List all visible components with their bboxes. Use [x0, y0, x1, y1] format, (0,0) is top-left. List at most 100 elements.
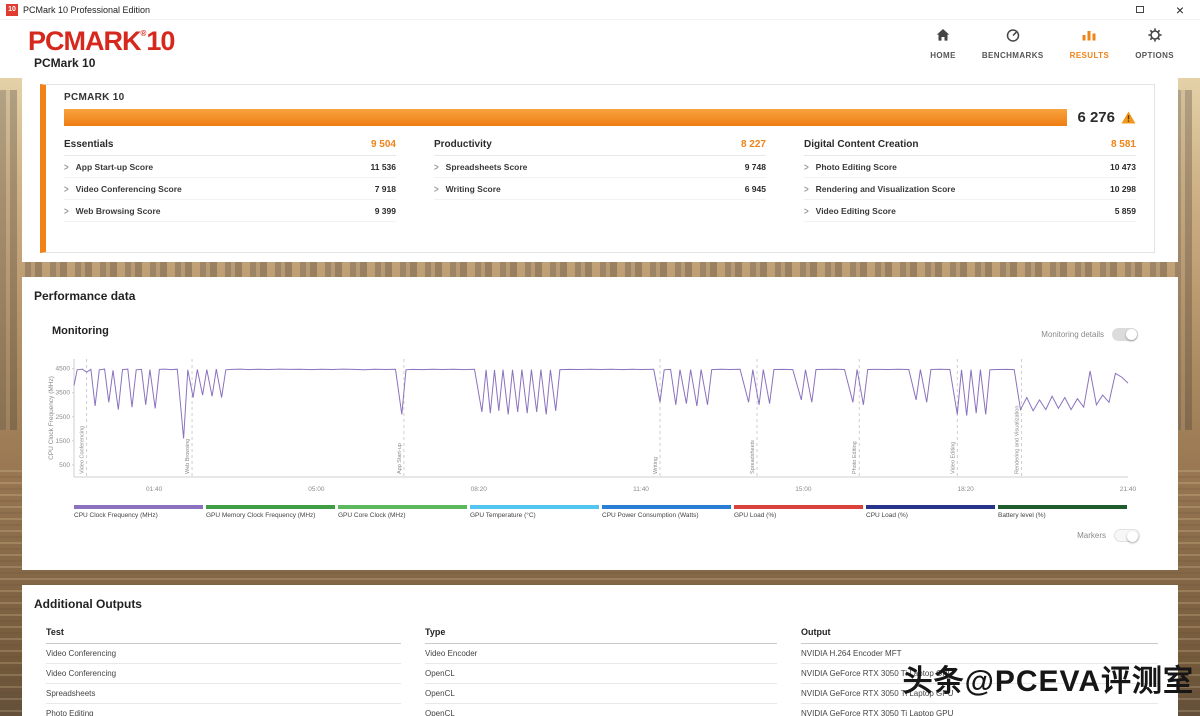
monitoring-title: Monitoring [52, 325, 109, 337]
nav-benchmarks[interactable]: BENCHMARKS [982, 22, 1044, 60]
legend-item-cpu-power-consumption-watts: CPU Power Consumption (Watts) [602, 505, 731, 519]
score-row-spreadsheets-score[interactable]: > Spreadsheets Score 9 748 [434, 156, 766, 178]
legend-label: GPU Temperature (°C) [470, 512, 536, 519]
group-name: Digital Content Creation [804, 139, 919, 150]
chart-legend: CPU Clock Frequency (MHz) GPU Memory Cloc… [74, 505, 1130, 519]
chevron-right-icon: > [804, 183, 809, 195]
column-header-output: Output [801, 621, 1158, 644]
section-label: App Start-up [397, 443, 403, 474]
score-group-essentials: Essentials 9 504 > App Start-up Score 11 536… [64, 139, 396, 222]
score-row-label: Spreadsheets Score [445, 162, 528, 172]
legend-label: CPU Clock Frequency (MHz) [74, 512, 158, 519]
y-tick-label: 3500 [56, 390, 71, 397]
y-tick-label: 2500 [56, 414, 71, 421]
legend-item-gpu-core-clock-mhz: GPU Core Clock (MHz) [338, 505, 467, 519]
markers-toggle[interactable] [1114, 529, 1140, 542]
legend-item-gpu-load: GPU Load (%) [734, 505, 863, 519]
legend-item-gpu-memory-clock-frequency-mhz: GPU Memory Clock Frequency (MHz) [206, 505, 335, 519]
table-cell: Spreadsheets [46, 684, 401, 704]
table-cell: OpenCL [425, 704, 777, 716]
legend-label: GPU Load (%) [734, 512, 777, 519]
column-header-test: Test [46, 621, 401, 644]
x-tick-label: 01:40 [146, 486, 163, 493]
table-cell: Video Conferencing [46, 664, 401, 684]
gauge-icon [1005, 27, 1021, 48]
score-row-app-start-up-score[interactable]: > App Start-up Score 11 536 [64, 156, 396, 178]
nav-options[interactable]: OPTIONS [1135, 22, 1174, 60]
score-bar [64, 109, 1068, 126]
legend-color-bar [998, 505, 1127, 509]
legend-item-cpu-load: CPU Load (%) [866, 505, 995, 519]
nav-results[interactable]: RESULTS [1070, 22, 1110, 60]
group-name: Essentials [64, 139, 114, 150]
section-label: Video Conferencing [80, 426, 86, 474]
logo-text: PCMARK [28, 26, 141, 56]
group-name: Productivity [434, 139, 492, 150]
table-cell: NVIDIA GeForce RTX 3050 Ti Laptop GPU [801, 684, 1158, 704]
close-icon: × [1175, 1, 1184, 18]
legend-label: CPU Load (%) [866, 512, 908, 519]
monitoring-details-label: Monitoring details [1041, 330, 1104, 339]
score-row-writing-score[interactable]: > Writing Score 6 945 [434, 178, 766, 200]
chevron-right-icon: > [64, 205, 69, 217]
x-tick-label: 11:40 [633, 486, 649, 493]
score-row-photo-editing-score[interactable]: > Photo Editing Score 10 473 [804, 156, 1136, 178]
score-row-label: Video Editing Score [815, 206, 896, 216]
score-groups: Essentials 9 504 > App Start-up Score 11 536… [64, 139, 1136, 222]
watermark: 头条@PCEVA评测室 [902, 665, 1194, 698]
group-header: Productivity 8 227 [434, 139, 766, 156]
y-tick-label: 4500 [56, 366, 71, 373]
x-tick-label: 08:20 [471, 486, 488, 493]
nav-home-label: HOME [930, 51, 956, 60]
score-box: PCMARK 10 6 276 Essentials 9 504 > App Star… [40, 84, 1155, 253]
home-icon [935, 27, 951, 48]
markers-label: Markers [1077, 531, 1106, 540]
x-tick-label: 21:40 [1120, 486, 1137, 493]
group-score: 9 504 [370, 139, 396, 150]
restore-icon [1135, 6, 1144, 13]
group-score: 8 227 [740, 139, 766, 150]
score-row-label: Video Conferencing Score [75, 184, 182, 194]
legend-item-battery-level: Battery level (%) [998, 505, 1127, 519]
gear-icon [1147, 27, 1163, 48]
column-header-type: Type [425, 621, 777, 644]
chevron-right-icon: > [434, 161, 439, 173]
legend-color-bar [338, 505, 467, 509]
legend-item-cpu-clock-frequency-mhz: CPU Clock Frequency (MHz) [74, 505, 203, 519]
restore-window-button[interactable] [1135, 6, 1144, 13]
score-row-label: Writing Score [445, 184, 501, 194]
additional-outputs-card: Additional Outputs Test Type Output Video C… [22, 585, 1178, 716]
legend-label: GPU Core Clock (MHz) [338, 512, 406, 519]
table-cell: Photo Editing [46, 704, 401, 716]
legend-color-bar [734, 505, 863, 509]
section-label: Photo Editing [852, 441, 858, 474]
legend-color-bar [470, 505, 599, 509]
nav-home[interactable]: HOME [930, 22, 956, 60]
score-row-video-conferencing-score[interactable]: > Video Conferencing Score 7 918 [64, 178, 396, 200]
performance-card: Performance data Monitoring Monitoring d… [22, 277, 1178, 570]
outputs-table: Test Type Output Video Conferencing Video En… [46, 621, 1158, 716]
warning-icon[interactable] [1121, 111, 1136, 124]
score-group-digital-content-creation: Digital Content Creation 8 581 > Photo Edit… [804, 139, 1136, 222]
monitoring-details-toggle[interactable] [1112, 328, 1138, 341]
score-row-web-browsing-score[interactable]: > Web Browsing Score 9 399 [64, 200, 396, 222]
score-row-rendering-and-visualization-score[interactable]: > Rendering and Visualization Score 10 298 [804, 178, 1136, 200]
group-score: 8 581 [1110, 139, 1136, 150]
logo-number: 10 [146, 26, 175, 56]
close-window-button[interactable]: × [1176, 3, 1184, 17]
window-title: PCMark 10 Professional Edition [23, 4, 151, 15]
nav-results-label: RESULTS [1069, 51, 1110, 60]
table-cell: Video Encoder [425, 644, 777, 664]
chevron-right-icon: > [804, 161, 809, 173]
score-box-label: PCMARK 10 [64, 92, 125, 103]
score-row-video-editing-score[interactable]: > Video Editing Score 5 859 [804, 200, 1136, 222]
score-card: PCMARK 10 6 276 Essentials 9 504 > App Star… [22, 78, 1178, 262]
markers-row: Markers [1077, 529, 1140, 542]
legend-label: CPU Power Consumption (Watts) [602, 512, 699, 519]
legend-color-bar [602, 505, 731, 509]
nav-options-label: OPTIONS [1135, 51, 1174, 60]
section-label: Writing [653, 457, 659, 474]
score-row-value: 5 859 [1114, 206, 1136, 216]
monitoring-chart-svg: 4500 3500 2500 1500 500 CPU Clock Frequency (… [48, 359, 1137, 493]
